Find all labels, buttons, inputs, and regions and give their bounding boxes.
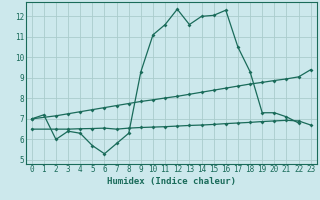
X-axis label: Humidex (Indice chaleur): Humidex (Indice chaleur) <box>107 177 236 186</box>
